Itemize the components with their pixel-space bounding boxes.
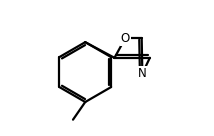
Text: N: N xyxy=(138,67,147,80)
Text: O: O xyxy=(121,32,130,45)
